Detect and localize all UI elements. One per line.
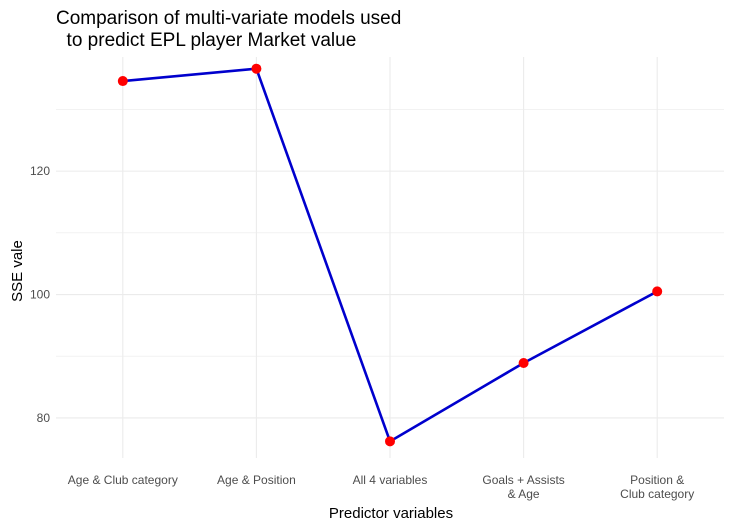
y-tick-label: 80 — [37, 411, 51, 425]
grid-layer — [56, 57, 724, 458]
data-point — [117, 76, 128, 87]
x-tick-label: Position & Club category — [620, 473, 694, 501]
y-axis-title: SSE vale — [9, 240, 26, 302]
x-axis-title: Predictor variables — [329, 505, 453, 522]
y-tick-label: 120 — [30, 164, 50, 178]
y-tick-label: 100 — [30, 288, 50, 302]
chart-title: Comparison of multi-variate models used … — [56, 8, 402, 51]
series-layer — [117, 63, 663, 447]
data-point — [385, 436, 395, 447]
data-point — [652, 286, 663, 297]
x-tick-label: Goals + Assists & Age — [482, 473, 564, 501]
tick-labels: 80 100 120 Age & Club category Age & Positio… — [30, 164, 694, 501]
data-point — [251, 63, 262, 74]
x-tick-label: Age & Club category — [68, 473, 178, 487]
data-point — [518, 357, 529, 368]
x-tick-label: Age & Position — [217, 473, 296, 487]
x-tick-label: All 4 variables — [353, 473, 428, 487]
